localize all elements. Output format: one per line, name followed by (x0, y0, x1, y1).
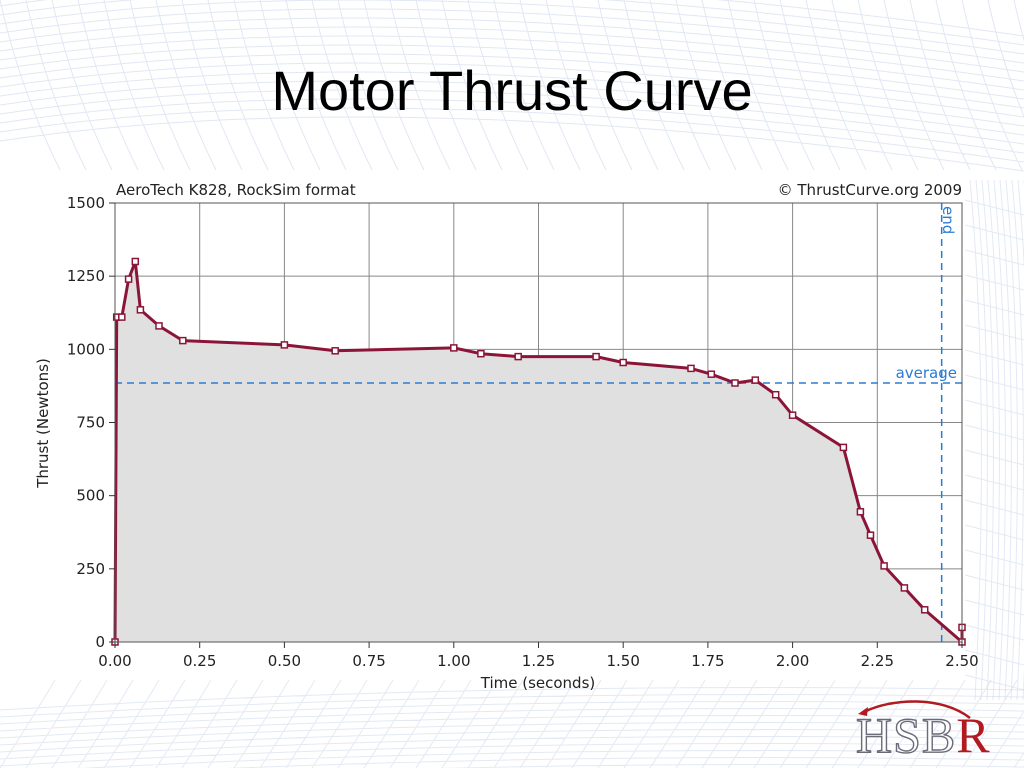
y-tick-label: 250 (76, 560, 105, 578)
x-tick-label: 0.75 (352, 652, 385, 670)
slide-title: Motor Thrust Curve (271, 59, 753, 122)
data-point (788, 411, 797, 419)
logo-swoosh-arrow (858, 700, 971, 719)
data-point (707, 370, 716, 378)
data-point (771, 390, 780, 399)
y-tick-label: 1500 (67, 194, 105, 212)
data-point (155, 322, 163, 330)
data-point (900, 584, 909, 592)
data-point (751, 376, 760, 384)
y-tick-label: 1000 (67, 340, 105, 358)
thrust-area-fill (115, 261, 962, 642)
data-point (450, 344, 458, 352)
x-tick-label: 2.25 (861, 652, 894, 670)
axis-ticks: 0.00 0.25 0.50 0.75 1.00 1.25 1.50 1.75 2.00 2.25… (67, 194, 979, 670)
data-point (179, 336, 187, 345)
data-point (687, 364, 695, 373)
reference-lines (115, 203, 962, 642)
y-tick-label: 500 (76, 487, 105, 505)
data-point (619, 358, 627, 367)
y-axis-label: Thrust (Newtons) (34, 358, 52, 489)
data-point (731, 379, 739, 387)
data-point (477, 349, 485, 358)
x-tick-label: 0.25 (183, 652, 216, 670)
data-point (131, 257, 140, 266)
y-tick-label: 750 (76, 414, 105, 432)
data-point (866, 531, 875, 539)
x-axis-label: Time (seconds) (480, 674, 596, 692)
data-point (280, 341, 289, 349)
data-point (124, 275, 133, 283)
data-point (839, 443, 848, 452)
data-point (118, 313, 126, 321)
data-point (514, 352, 522, 361)
end-label: end (939, 206, 957, 234)
logo-wordmark: HSBR (855, 706, 991, 763)
data-point (880, 562, 888, 570)
data-point (136, 306, 145, 314)
x-tick-label: 1.00 (437, 652, 470, 670)
x-tick-label: 1.25 (522, 652, 555, 670)
x-tick-label: 0.50 (268, 652, 301, 670)
y-tick-label: 0 (95, 633, 105, 651)
x-tick-label: 2.50 (945, 652, 978, 670)
data-point (592, 352, 600, 361)
chart-caption-right: © ThrustCurve.org 2009 (778, 181, 962, 199)
x-tick-label: 2.00 (776, 652, 809, 670)
x-tick-label: 1.75 (691, 652, 724, 670)
data-point (920, 606, 929, 614)
data-point (331, 347, 339, 355)
x-tick-label: 1.50 (606, 652, 639, 670)
hsbr-logo: HSBR (852, 700, 1012, 764)
average-label: average (896, 364, 957, 382)
y-tick-label: 1250 (67, 267, 105, 285)
x-tick-label: 0.00 (98, 652, 131, 670)
chart-caption-left: AeroTech K828, RockSim format (116, 181, 356, 199)
data-point (856, 508, 865, 516)
